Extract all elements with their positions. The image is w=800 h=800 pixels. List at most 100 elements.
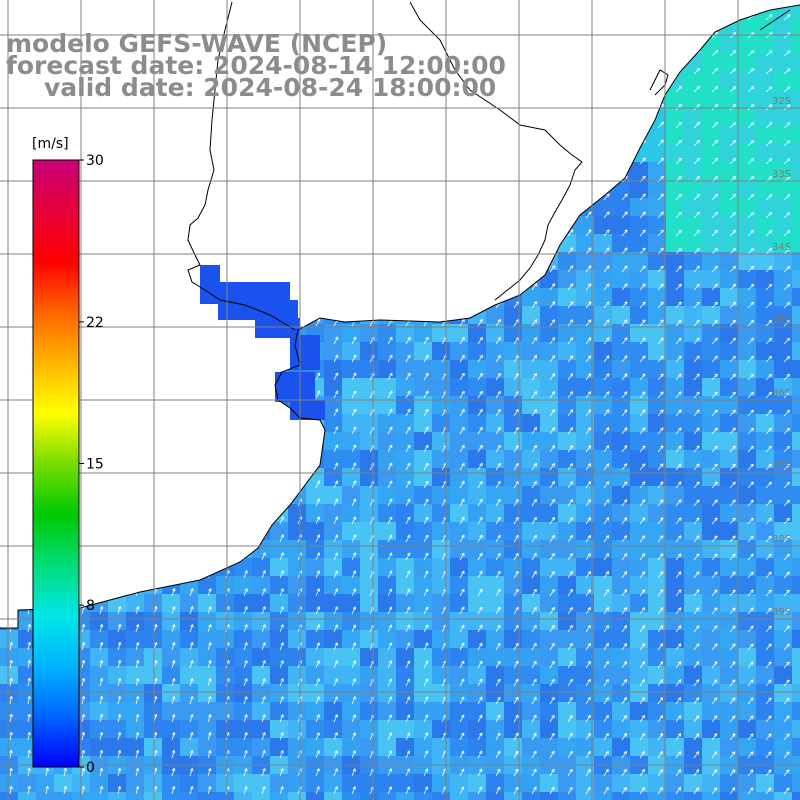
wind-arrow bbox=[549, 606, 555, 615]
wind-arrow bbox=[99, 642, 104, 651]
wind-arrow bbox=[333, 444, 339, 453]
wind-arrow bbox=[333, 750, 338, 759]
wind-arrow bbox=[567, 571, 573, 579]
wind-arrow bbox=[567, 157, 574, 165]
wind-arrow bbox=[513, 265, 520, 273]
wind-arrow bbox=[621, 391, 628, 399]
wind-arrow bbox=[711, 589, 718, 597]
wind-arrow bbox=[189, 12, 195, 21]
wind-arrow bbox=[243, 588, 248, 597]
wind-arrow bbox=[27, 102, 32, 111]
wind-arrow bbox=[639, 499, 646, 507]
wind-arrow bbox=[657, 751, 664, 759]
wind-arrow bbox=[261, 426, 266, 435]
wind-arrow bbox=[405, 210, 411, 219]
wind-arrow bbox=[279, 12, 285, 21]
wind-arrow bbox=[513, 409, 519, 417]
wind-arrow bbox=[711, 301, 718, 309]
wind-arrow bbox=[9, 749, 13, 759]
wind-arrow bbox=[549, 13, 556, 21]
wind-arrow bbox=[279, 570, 284, 579]
wind-arrow bbox=[585, 427, 592, 435]
wind-arrow bbox=[675, 571, 682, 579]
wind-arrow bbox=[747, 427, 754, 435]
wind-arrow bbox=[189, 390, 194, 399]
wind-arrow bbox=[567, 517, 573, 525]
wind-arrow bbox=[45, 767, 49, 777]
colorbar-tick-label: 0 bbox=[86, 760, 95, 776]
wind-arrow bbox=[423, 372, 429, 381]
colorbar-tick-label: 30 bbox=[86, 153, 104, 169]
wind-arrow bbox=[279, 750, 284, 759]
wind-arrow bbox=[135, 516, 140, 525]
wind-arrow bbox=[477, 283, 483, 291]
wind-arrow bbox=[117, 678, 122, 687]
wind-arrow bbox=[693, 715, 700, 723]
wind-arrow bbox=[765, 122, 773, 129]
wind-arrow bbox=[135, 102, 140, 111]
wind-arrow bbox=[261, 192, 267, 201]
wind-arrow bbox=[189, 102, 195, 111]
wind-arrow bbox=[81, 570, 86, 579]
wind-arrow bbox=[171, 534, 176, 543]
wind-arrow bbox=[27, 390, 32, 399]
wind-arrow bbox=[783, 140, 791, 147]
wind-arrow bbox=[207, 642, 212, 651]
wind-arrow bbox=[747, 355, 754, 363]
wind-arrow bbox=[207, 228, 212, 237]
wind-arrow bbox=[9, 479, 14, 489]
wind-arrow bbox=[9, 192, 14, 201]
wind-arrow bbox=[99, 552, 104, 561]
wind-arrow bbox=[675, 607, 682, 615]
wind-arrow bbox=[585, 678, 591, 687]
wind-arrow bbox=[747, 122, 755, 129]
wind-arrow bbox=[279, 210, 285, 219]
wind-arrow bbox=[423, 786, 429, 795]
wind-arrow bbox=[513, 768, 519, 777]
wind-arrow bbox=[693, 103, 701, 111]
wind-arrow bbox=[477, 732, 483, 741]
wind-arrow bbox=[387, 642, 393, 651]
wind-arrow bbox=[477, 624, 483, 633]
wind-arrow bbox=[783, 373, 791, 381]
wind-arrow bbox=[675, 625, 682, 633]
wind-arrow bbox=[135, 606, 140, 615]
wind-arrow bbox=[279, 624, 284, 633]
wind-arrow bbox=[603, 67, 610, 75]
wind-arrow bbox=[333, 210, 339, 219]
wind-arrow bbox=[675, 355, 682, 363]
wind-arrow bbox=[279, 426, 284, 435]
wind-arrow bbox=[153, 138, 158, 147]
wind-arrow bbox=[693, 139, 700, 147]
wind-arrow bbox=[171, 444, 176, 453]
wind-arrow bbox=[459, 13, 466, 21]
wind-arrow bbox=[9, 551, 14, 561]
wind-arrow bbox=[189, 228, 194, 237]
wind-arrow bbox=[711, 733, 718, 741]
wind-arrow bbox=[549, 85, 556, 93]
wind-arrow bbox=[333, 696, 338, 705]
wind-arrow bbox=[351, 606, 357, 615]
wind-arrow bbox=[783, 248, 791, 255]
wind-arrow bbox=[99, 749, 104, 759]
wind-arrow bbox=[693, 481, 700, 489]
wind-arrow bbox=[171, 354, 176, 363]
wind-arrow bbox=[333, 678, 338, 687]
wind-arrow bbox=[513, 13, 520, 21]
wind-arrow bbox=[423, 480, 429, 489]
wind-arrow bbox=[603, 409, 610, 417]
wind-arrow bbox=[585, 139, 592, 147]
wind-arrow bbox=[567, 535, 573, 543]
wind-arrow bbox=[513, 534, 519, 543]
wind-arrow bbox=[9, 12, 14, 21]
wind-arrow bbox=[405, 138, 411, 147]
wind-arrow bbox=[585, 625, 591, 633]
wind-arrow bbox=[477, 193, 484, 201]
wind-arrow bbox=[9, 767, 13, 777]
wind-arrow bbox=[405, 606, 411, 615]
wind-arrow bbox=[261, 354, 266, 363]
wind-arrow bbox=[747, 715, 754, 723]
wind-arrow bbox=[99, 606, 104, 615]
wind-arrow bbox=[261, 156, 267, 165]
wind-arrow bbox=[459, 229, 465, 237]
